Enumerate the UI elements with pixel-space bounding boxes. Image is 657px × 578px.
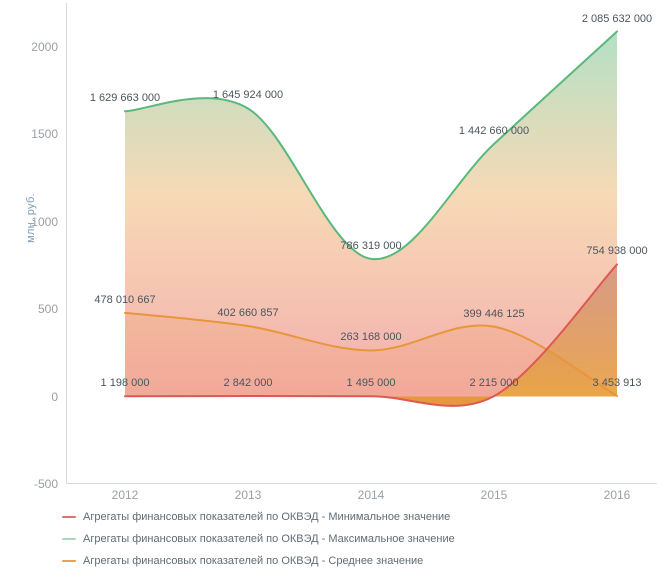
y-tick-2000: 2000: [31, 39, 58, 54]
data-label-max-2015: 1 442 660 000: [458, 125, 530, 138]
x-tick-2013: 2013: [234, 488, 262, 502]
legend-item-avg[interactable]: Агрегаты финансовых показателей по ОКВЭД…: [62, 550, 455, 572]
data-label-min-2015: 2 215 000: [469, 377, 519, 390]
y-tick--500: -500: [33, 477, 58, 491]
band-max-min-area: [125, 31, 617, 406]
legend-label-min: Агрегаты финансовых показателей по ОКВЭД…: [83, 510, 451, 523]
legend-swatch-max: [62, 538, 76, 540]
data-label-min-2016: 754 938 000: [586, 245, 648, 258]
x-tick-2014: 2014: [357, 488, 385, 502]
avg-line: [124, 311, 618, 397]
data-label-min-2012: 1 198 000: [100, 377, 150, 390]
legend: Агрегаты финансовых показателей по ОКВЭД…: [62, 506, 455, 572]
data-label-min-2013: 2 842 000: [223, 377, 273, 389]
min-area: [125, 264, 617, 406]
y-tick-1000: 1000: [31, 214, 58, 229]
data-label-avg-2015: 399 446 125: [463, 307, 525, 320]
data-label-max-2012: 1 629 663 000: [89, 92, 161, 105]
data-label-max-2013: 1 645 924 000: [212, 89, 284, 102]
legend-swatch-avg: [62, 560, 76, 562]
data-label-avg-2014: 263 168 000: [340, 331, 402, 344]
y-tick-500: 500: [37, 302, 58, 316]
legend-label-max: Агрегаты финансовых показателей по ОКВЭД…: [83, 532, 455, 545]
data-label-avg-2013: 402 660 857: [217, 307, 279, 320]
y-tick-0: 0: [51, 389, 58, 404]
legend-item-min[interactable]: Агрегаты финансовых показателей по ОКВЭД…: [62, 506, 455, 528]
data-label-max-2014: 786 319 000: [340, 239, 402, 252]
legend-label-avg: Агрегаты финансовых показателей по ОКВЭД…: [83, 554, 424, 567]
min-line: [124, 263, 618, 407]
avg-area: [125, 312, 617, 397]
data-label-avg-2016: 3 453 913: [592, 376, 642, 389]
legend-swatch-min: [62, 516, 76, 518]
axis-lines: [66, 3, 657, 484]
legend-item-max[interactable]: Агрегаты финансовых показателей по ОКВЭД…: [62, 528, 455, 550]
x-tick-2016: 2016: [603, 488, 631, 502]
max-line: [124, 30, 618, 260]
y-tick-1500: 1500: [31, 127, 58, 141]
data-label-avg-2012: 478 010 667: [94, 293, 156, 306]
data-label-max-2016: 2 085 632 000: [581, 12, 653, 25]
data-label-min-2014: 1 495 000: [346, 377, 396, 390]
x-tick-2012: 2012: [111, 488, 139, 502]
x-tick-2015: 2015: [480, 488, 508, 502]
